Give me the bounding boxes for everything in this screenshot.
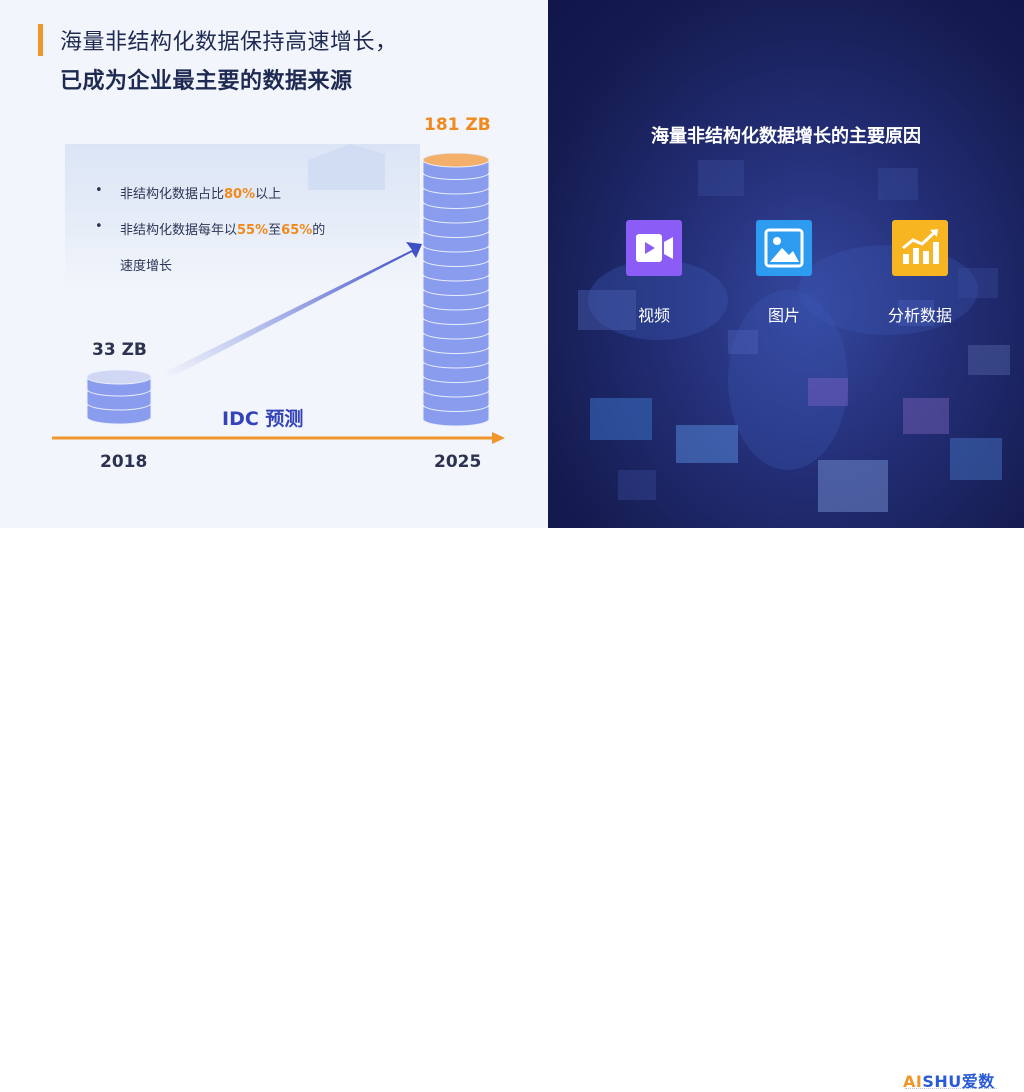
page-title-line2: 已成为企业最主要的数据来源	[60, 69, 353, 94]
label-image: 图片	[767, 306, 800, 325]
bullet-dot: •	[95, 219, 103, 234]
growth-arrow	[52, 242, 505, 444]
end-volume-label: 181 ZB	[424, 115, 491, 135]
stack-disk	[86, 390, 152, 411]
stack-disk	[422, 246, 490, 267]
logo-tagline-line	[905, 1088, 997, 1090]
video-icon	[626, 220, 682, 276]
stack-disk	[422, 232, 490, 253]
stack-disk	[422, 406, 490, 427]
image-icon	[756, 220, 812, 276]
chart-icon	[892, 220, 948, 276]
bullet-dot: •	[95, 183, 103, 198]
stack-disk	[422, 377, 490, 398]
reasons-title: 海量非结构化数据增长的主要原因	[651, 126, 921, 147]
year-2025: 2025	[434, 452, 482, 472]
growth-panel: 海量非结构化数据保持高速增长， 已成为企业最主要的数据来源 • 非结构化数据占比…	[0, 0, 548, 528]
decorative-blocks	[308, 144, 410, 190]
stack-disk	[422, 261, 490, 282]
stack-disk	[422, 304, 490, 325]
reasons-panel: 海量非结构化数据增长的主要原因 视频 图片 分析数据	[548, 0, 1024, 528]
stack-disk	[422, 319, 490, 340]
label-analytics: 分析数据	[887, 306, 952, 325]
bullet-2-continued: 速度增长	[120, 259, 173, 274]
label-video: 视频	[637, 306, 670, 325]
footer: AISHU爱数	[0, 528, 1024, 1091]
stack-disk	[422, 217, 490, 238]
stack-disk	[422, 188, 490, 209]
stack-disk	[422, 275, 490, 296]
stack-disk	[422, 203, 490, 224]
stack-disk	[422, 333, 490, 354]
bullet-2: 非结构化数据每年以55%至65%的	[120, 223, 326, 238]
title-accent-bar	[38, 24, 43, 56]
stack-top	[422, 152, 490, 168]
stack-disk	[422, 362, 490, 383]
page-title-line1: 海量非结构化数据保持高速增长，	[60, 30, 398, 55]
stack-disk	[422, 174, 490, 195]
stack-disk	[422, 391, 490, 412]
stack-2018	[86, 369, 152, 425]
year-2018: 2018	[100, 452, 148, 472]
stack-disk	[86, 404, 152, 425]
stack-disk	[422, 290, 490, 311]
idc-forecast-label: IDC 预测	[222, 408, 304, 430]
stack-top	[86, 369, 152, 385]
bullet-1: 非结构化数据占比80%以上	[120, 187, 282, 202]
stack-2025	[422, 152, 490, 427]
stack-disk	[422, 348, 490, 369]
start-volume-label: 33 ZB	[92, 340, 147, 360]
